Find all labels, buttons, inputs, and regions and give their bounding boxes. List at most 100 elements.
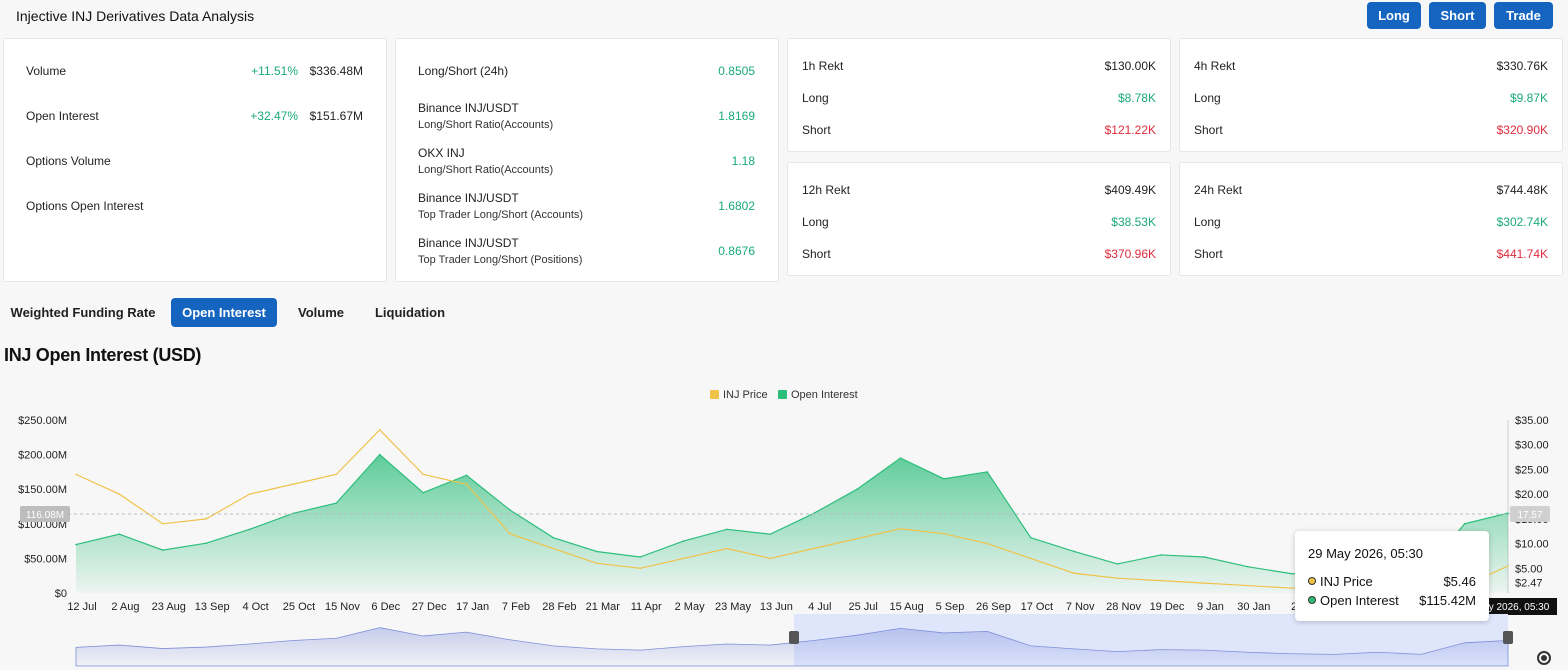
open-interest-point: [899, 457, 902, 459]
inj-price-point: [812, 547, 815, 550]
right-axis-tick-label: $25.00: [1515, 464, 1549, 476]
open-interest-point: [422, 491, 424, 494]
x-axis-tick-label: 11 Apr: [631, 601, 662, 613]
tooltip-oi-dot: [1308, 596, 1316, 604]
open-interest-point: [1290, 572, 1292, 575]
x-axis-tick-label: 21 Mar: [586, 601, 621, 613]
options-volume-label: Options Volume: [26, 154, 111, 168]
x-axis-tick-label: 12 Jul: [67, 601, 96, 613]
tooltip-oi-value: $115.42M: [1419, 593, 1476, 608]
ratio-subtitle: Long/Short Ratio(Accounts): [418, 119, 554, 131]
page-title: Injective INJ Derivatives Data Analysis: [16, 8, 255, 24]
open-interest-point: [1203, 556, 1206, 558]
rekt-total: $409.49K: [1104, 183, 1156, 197]
open-interest-point: [682, 540, 685, 542]
crosshair-right-badge: [1510, 506, 1550, 522]
rekt-long-value: $38.53K: [1111, 215, 1156, 229]
options-open-interest-label: Options Open Interest: [26, 199, 144, 213]
tab-open-interest[interactable]: Open Interest: [171, 298, 277, 327]
summary-card: Volume +11.51% $336.48M Open Interest +3…: [3, 38, 387, 282]
ratio-subtitle: Top Trader Long/Short (Accounts): [418, 209, 584, 221]
ratio-title: Long/Short (24h): [418, 64, 509, 78]
short-button[interactable]: Short: [1429, 2, 1486, 29]
rekt-card-24h: 24h Rekt $744.48K Long $302.74K Short $4…: [1179, 162, 1563, 276]
x-axis-tick-label: 15 Aug: [889, 601, 923, 613]
navigator-series: [75, 627, 1509, 667]
right-axis-tick-label: $20.00: [1515, 489, 1549, 501]
right-axis-tick-label: $30.00: [1515, 440, 1549, 452]
x-axis-tick-label: 25 Oct: [283, 601, 315, 613]
inj-price-point: [943, 532, 945, 535]
long-button[interactable]: Long: [1367, 2, 1421, 29]
open-interest-point: [1463, 523, 1466, 525]
inj-price-line: [75, 429, 1509, 592]
inj-price-point: [986, 542, 989, 545]
ratios-card: Long/Short (24h) 0.8505 Binance INJ/USDT…: [395, 38, 779, 282]
x-axis-tick-label: 25 Jul: [849, 601, 878, 613]
right-axis-tick-label: $5.00: [1515, 563, 1543, 575]
rekt-long-label: Long: [1194, 215, 1221, 229]
x-axis-tick-label: 30 Jan: [1237, 601, 1270, 613]
open-interest-point: [856, 488, 858, 490]
ratio-value: 1.18: [731, 154, 755, 168]
gear-icon[interactable]: [1537, 651, 1551, 665]
open-interest-point: [205, 542, 207, 544]
tooltip-price-value: $5.46: [1443, 574, 1476, 589]
trade-button[interactable]: Trade: [1494, 2, 1553, 29]
crosshair-left-badge: [20, 506, 70, 522]
open-interest-point: [1116, 563, 1119, 565]
chart-canvas[interactable]: $250.00M$200.00M$150.00M$100.00M$50.00M$…: [0, 380, 1568, 670]
inj-price-point: [639, 567, 641, 570]
left-axis-tick-label: $0: [55, 588, 67, 600]
inj-price-point: [682, 557, 685, 560]
open-interest-change: +32.47%: [250, 109, 298, 123]
rekt-label: 12h Rekt: [802, 183, 851, 197]
inj-price-point: [118, 493, 121, 495]
rekt-short-label: Short: [1194, 123, 1223, 137]
open-interest-point: [248, 528, 251, 531]
chart-tooltip: 29 May 2026, 05:30 INJ Price $5.46 Open …: [1295, 531, 1489, 621]
legend-item-price[interactable]: INJ Price: [710, 389, 768, 401]
inj-price-point: [335, 473, 338, 476]
rekt-short-value: $370.96K: [1104, 247, 1156, 261]
navigator-left-handle: [789, 631, 799, 644]
navigator-right-handle: [1503, 631, 1513, 644]
open-interest-point: [1029, 536, 1032, 539]
right-axis-tick-label: $10.00: [1515, 539, 1549, 551]
inj-price-point: [75, 473, 77, 476]
volume-change: +11.51%: [251, 64, 298, 78]
open-interest-chart[interactable]: INJ Price Open Interest $250.00M $200.00M…: [0, 380, 1568, 670]
x-axis-tick-label: 2 May: [675, 601, 705, 613]
crosshair-x-label: y 2026, 05:30: [1489, 602, 1550, 613]
right-axis-tick-label: $35.00: [1515, 415, 1549, 427]
tab-liquidation[interactable]: Liquidation: [374, 305, 446, 320]
rekt-card-12h: 12h Rekt $409.49K Long $38.53K Short $37…: [787, 162, 1171, 276]
tab-weighted-funding-rate[interactable]: Weighted Funding Rate: [10, 305, 156, 320]
x-axis-tick-label: 13 Jun: [760, 601, 793, 613]
rekt-short-value: $121.22K: [1104, 123, 1156, 137]
open-interest-point: [1160, 554, 1162, 556]
x-axis-tick-label: 2 Aug: [111, 601, 139, 613]
legend-item-open-interest[interactable]: Open Interest: [778, 389, 858, 401]
rekt-label: 4h Rekt: [1194, 59, 1236, 73]
x-axis-tick-label: 15 Nov: [325, 601, 360, 613]
open-interest-point: [335, 502, 338, 504]
rekt-long-label: Long: [802, 91, 829, 105]
open-interest-point: [986, 471, 989, 473]
inj-price-point: [1073, 572, 1075, 575]
open-interest-point: [509, 509, 511, 511]
rekt-total: $744.48K: [1496, 183, 1548, 197]
x-axis-tick-label: 23 May: [715, 601, 752, 613]
rekt-short-label: Short: [1194, 247, 1223, 261]
rekt-label: 1h Rekt: [802, 59, 844, 73]
x-axis-tick-label: 5 Sep: [936, 601, 965, 613]
inj-price-point: [726, 547, 728, 550]
tooltip-price-label: INJ Price: [1320, 574, 1373, 589]
x-axis-tick-label: 7 Nov: [1066, 601, 1095, 613]
rekt-long-label: Long: [1194, 91, 1221, 105]
left-axis-tick-label: $250.00M: [18, 415, 67, 427]
rekt-total: $330.76K: [1496, 59, 1548, 73]
tab-volume[interactable]: Volume: [298, 305, 344, 320]
ratio-subtitle: Long/Short Ratio(Accounts): [418, 164, 554, 176]
rekt-short-value: $320.90K: [1496, 123, 1548, 137]
